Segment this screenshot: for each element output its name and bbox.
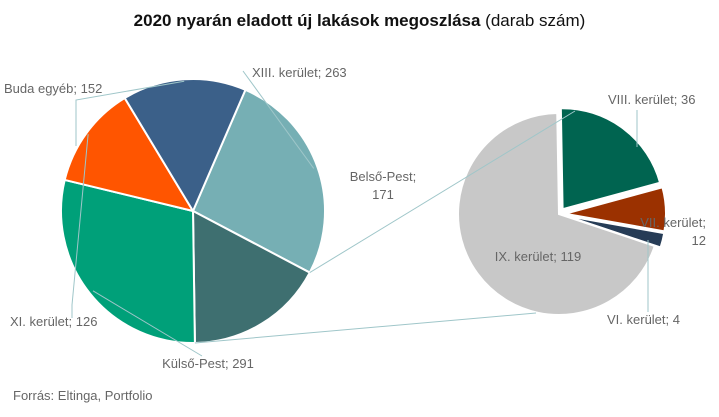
slice-viii-kerulet [559, 107, 662, 211]
leader-xiii-kerulet [242, 70, 315, 169]
leader-kulso-pest [92, 290, 203, 357]
label-vii-kerulet: VII. kerület; 12 [640, 215, 706, 248]
slice-xi-kerulet [63, 96, 196, 213]
label-ix-kerulet: IX. kerület; 119 [495, 249, 581, 264]
leader-xi-kerulet [71, 134, 89, 318]
connector-top [309, 110, 576, 273]
chart-title-main: 2020 nyarán eladott új lakások megoszlás… [133, 11, 481, 30]
slice-vii-kerulet [564, 186, 667, 233]
chart-title: 2020 nyarán eladott új lakások megoszlás… [0, 11, 719, 31]
label-xiii-kerulet: XIII. kerület; 263 [252, 65, 347, 80]
label-vi-kerulet: VI. kerület; 4 [607, 312, 680, 327]
slice-ix-kerulet [457, 112, 657, 316]
label-viii-kerulet: VIII. kerület; 36 [608, 92, 695, 107]
label-xi-kerulet: XI. kerület; 126 [10, 314, 97, 329]
label-buda-egyeb: Buda egyéb; 152 [4, 81, 102, 96]
source-note: Forrás: Eltinga, Portfolio [13, 388, 153, 403]
connector-bottom [194, 312, 537, 344]
slice-buda-egyeb [123, 78, 247, 214]
label-kulso-pest: Külső-Pest; 291 [162, 356, 254, 371]
slice-kulso-pest [60, 178, 196, 344]
label-belso-pest: Belső-Pest; 171 [350, 169, 416, 202]
leader-buda-egyeb [75, 80, 185, 146]
chart-title-unit: (darab szám) [480, 11, 586, 30]
